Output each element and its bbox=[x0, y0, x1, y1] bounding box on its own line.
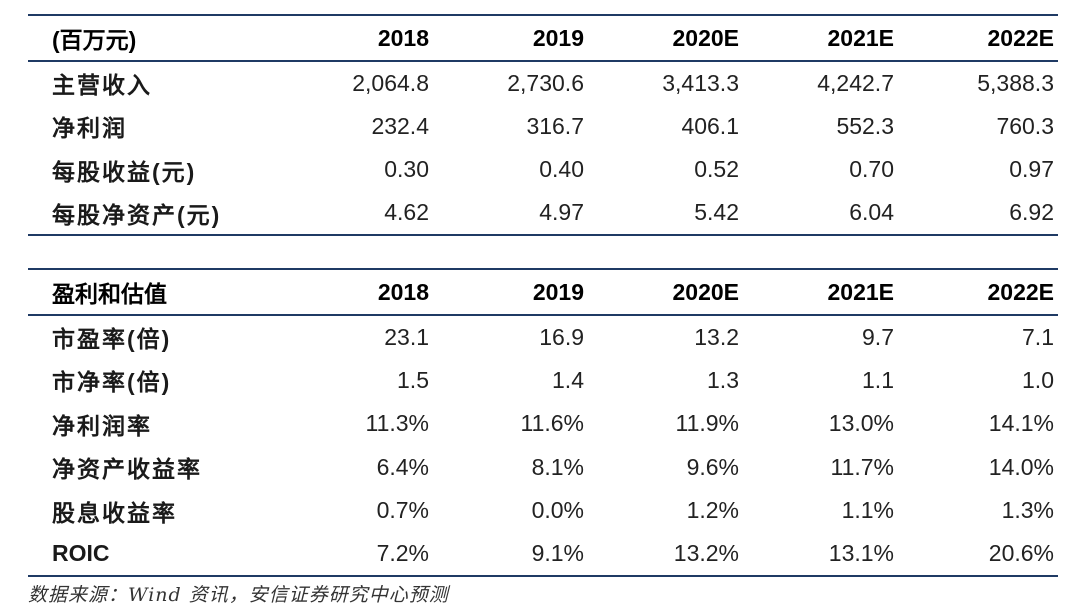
cell-value: 6.92 bbox=[898, 191, 1058, 236]
cell-value: 1.1% bbox=[841, 497, 894, 524]
cell-value: 0.0% bbox=[531, 497, 584, 524]
table-row: ROIC 7.2% 9.1% 13.2% 13.1% 20.6% bbox=[28, 532, 1058, 577]
header-year-2018: 2018 bbox=[283, 14, 433, 62]
cell-value: 9.7 bbox=[862, 323, 894, 350]
row-label: 每股收益(元) bbox=[52, 158, 197, 185]
cell-value: 9.6% bbox=[686, 453, 739, 480]
table-row: 净利润 232.4 316.7 406.1 552.3 760.3 bbox=[28, 105, 1058, 149]
cell-value: 0.30 bbox=[384, 156, 429, 183]
table-row: 市净率(倍) 1.5 1.4 1.3 1.1 1.0 bbox=[28, 359, 1058, 403]
cell-value: 11.9% bbox=[675, 410, 739, 437]
cell-value: 0.70 bbox=[849, 156, 894, 183]
row-label: 市盈率(倍) bbox=[52, 326, 172, 353]
cell-value: 14.1% bbox=[988, 410, 1054, 437]
cell-value: 8.1% bbox=[531, 453, 584, 480]
cell-value: 13.2% bbox=[588, 532, 743, 577]
table-row: 每股收益(元) 0.30 0.40 0.52 0.70 0.97 bbox=[28, 148, 1058, 192]
row-label: 每股净资产(元) bbox=[28, 191, 283, 236]
cell-value: 4,242.7 bbox=[817, 69, 894, 96]
cell-value: 14.0% bbox=[988, 453, 1054, 480]
table-row: 主营收入 2,064.8 2,730.6 3,413.3 4,242.7 5,3… bbox=[28, 61, 1058, 105]
row-label: 净利润率 bbox=[52, 412, 152, 439]
row-label: 净资产收益率 bbox=[52, 456, 202, 483]
cell-value: 1.3% bbox=[1001, 497, 1054, 524]
row-label: ROIC bbox=[28, 532, 283, 577]
source-note: 数据来源：Wind 资讯，安信证券研究中心预测 bbox=[28, 584, 449, 606]
cell-value: 1.5 bbox=[397, 366, 429, 393]
header-year-2020e: 2020E bbox=[588, 268, 743, 316]
cell-value: 13.0% bbox=[828, 410, 894, 437]
cell-value: 11.6% bbox=[520, 410, 584, 437]
header-unit-label: (百万元) bbox=[28, 14, 283, 62]
cell-value: 5,388.3 bbox=[977, 69, 1054, 96]
cell-value: 1.2% bbox=[686, 497, 739, 524]
cell-value: 16.9 bbox=[539, 323, 584, 350]
header-year-2021e: 2021E bbox=[743, 268, 898, 316]
cell-value: 552.3 bbox=[836, 112, 894, 139]
row-label: 净利润 bbox=[52, 115, 127, 142]
cell-value: 232.4 bbox=[371, 112, 429, 139]
cell-value: 1.1 bbox=[862, 366, 894, 393]
cell-value: 760.3 bbox=[996, 112, 1054, 139]
cell-value: 406.1 bbox=[681, 112, 739, 139]
header-section-label: 盈利和估值 bbox=[28, 268, 283, 316]
cell-value: 11.3% bbox=[365, 410, 429, 437]
row-label: 市净率(倍) bbox=[52, 369, 172, 396]
cell-value: 1.4 bbox=[552, 366, 584, 393]
header-year-2018: 2018 bbox=[283, 268, 433, 316]
cell-value: 4.97 bbox=[433, 191, 588, 236]
cell-value: 11.7% bbox=[830, 453, 894, 480]
table-row: 净资产收益率 6.4% 8.1% 9.6% 11.7% 14.0% bbox=[28, 446, 1058, 490]
cell-value: 13.1% bbox=[743, 532, 898, 577]
table-row: 净利润率 11.3% 11.6% 11.9% 13.0% 14.1% bbox=[28, 402, 1058, 446]
cell-value: 1.3 bbox=[707, 366, 739, 393]
table-row: 股息收益率 0.7% 0.0% 1.2% 1.1% 1.3% bbox=[28, 489, 1058, 533]
header-year-2021e: 2021E bbox=[743, 14, 898, 62]
row-label: 股息收益率 bbox=[52, 499, 177, 526]
cell-value: 316.7 bbox=[526, 112, 584, 139]
header-year-2019: 2019 bbox=[433, 14, 588, 62]
valuation-table: 盈利和估值 2018 2019 2020E 2021E 2022E 市盈率(倍)… bbox=[28, 268, 1058, 577]
row-label: 主营收入 bbox=[52, 72, 152, 99]
cell-value: 9.1% bbox=[433, 532, 588, 577]
cell-value: 13.2 bbox=[694, 323, 739, 350]
cell-value: 0.7% bbox=[376, 497, 429, 524]
table-row: 市盈率(倍) 23.1 16.9 13.2 9.7 7.1 bbox=[28, 315, 1058, 359]
cell-value: 7.2% bbox=[283, 532, 433, 577]
cell-value: 6.04 bbox=[743, 191, 898, 236]
financial-summary-table: (百万元) 2018 2019 2020E 2021E 2022E 主营收入 2… bbox=[28, 14, 1058, 236]
cell-value: 23.1 bbox=[384, 323, 429, 350]
header-year-2022e: 2022E bbox=[898, 14, 1058, 62]
cell-value: 0.97 bbox=[1009, 156, 1054, 183]
cell-value: 6.4% bbox=[376, 453, 429, 480]
cell-value: 0.52 bbox=[694, 156, 739, 183]
header-year-2019: 2019 bbox=[433, 268, 588, 316]
header-year-2020e: 2020E bbox=[588, 14, 743, 62]
table-header-row: 盈利和估值 2018 2019 2020E 2021E 2022E bbox=[28, 268, 1058, 316]
cell-value: 2,064.8 bbox=[352, 69, 429, 96]
cell-value: 20.6% bbox=[898, 532, 1058, 577]
cell-value: 3,413.3 bbox=[662, 69, 739, 96]
cell-value: 2,730.6 bbox=[507, 69, 584, 96]
cell-value: 7.1 bbox=[1022, 323, 1054, 350]
cell-value: 4.62 bbox=[283, 191, 433, 236]
cell-value: 0.40 bbox=[539, 156, 584, 183]
cell-value: 1.0 bbox=[1022, 366, 1054, 393]
header-year-2022e: 2022E bbox=[898, 268, 1058, 316]
table-row: 每股净资产(元) 4.62 4.97 5.42 6.04 6.92 bbox=[28, 191, 1058, 236]
table-header-row: (百万元) 2018 2019 2020E 2021E 2022E bbox=[28, 14, 1058, 62]
cell-value: 5.42 bbox=[588, 191, 743, 236]
